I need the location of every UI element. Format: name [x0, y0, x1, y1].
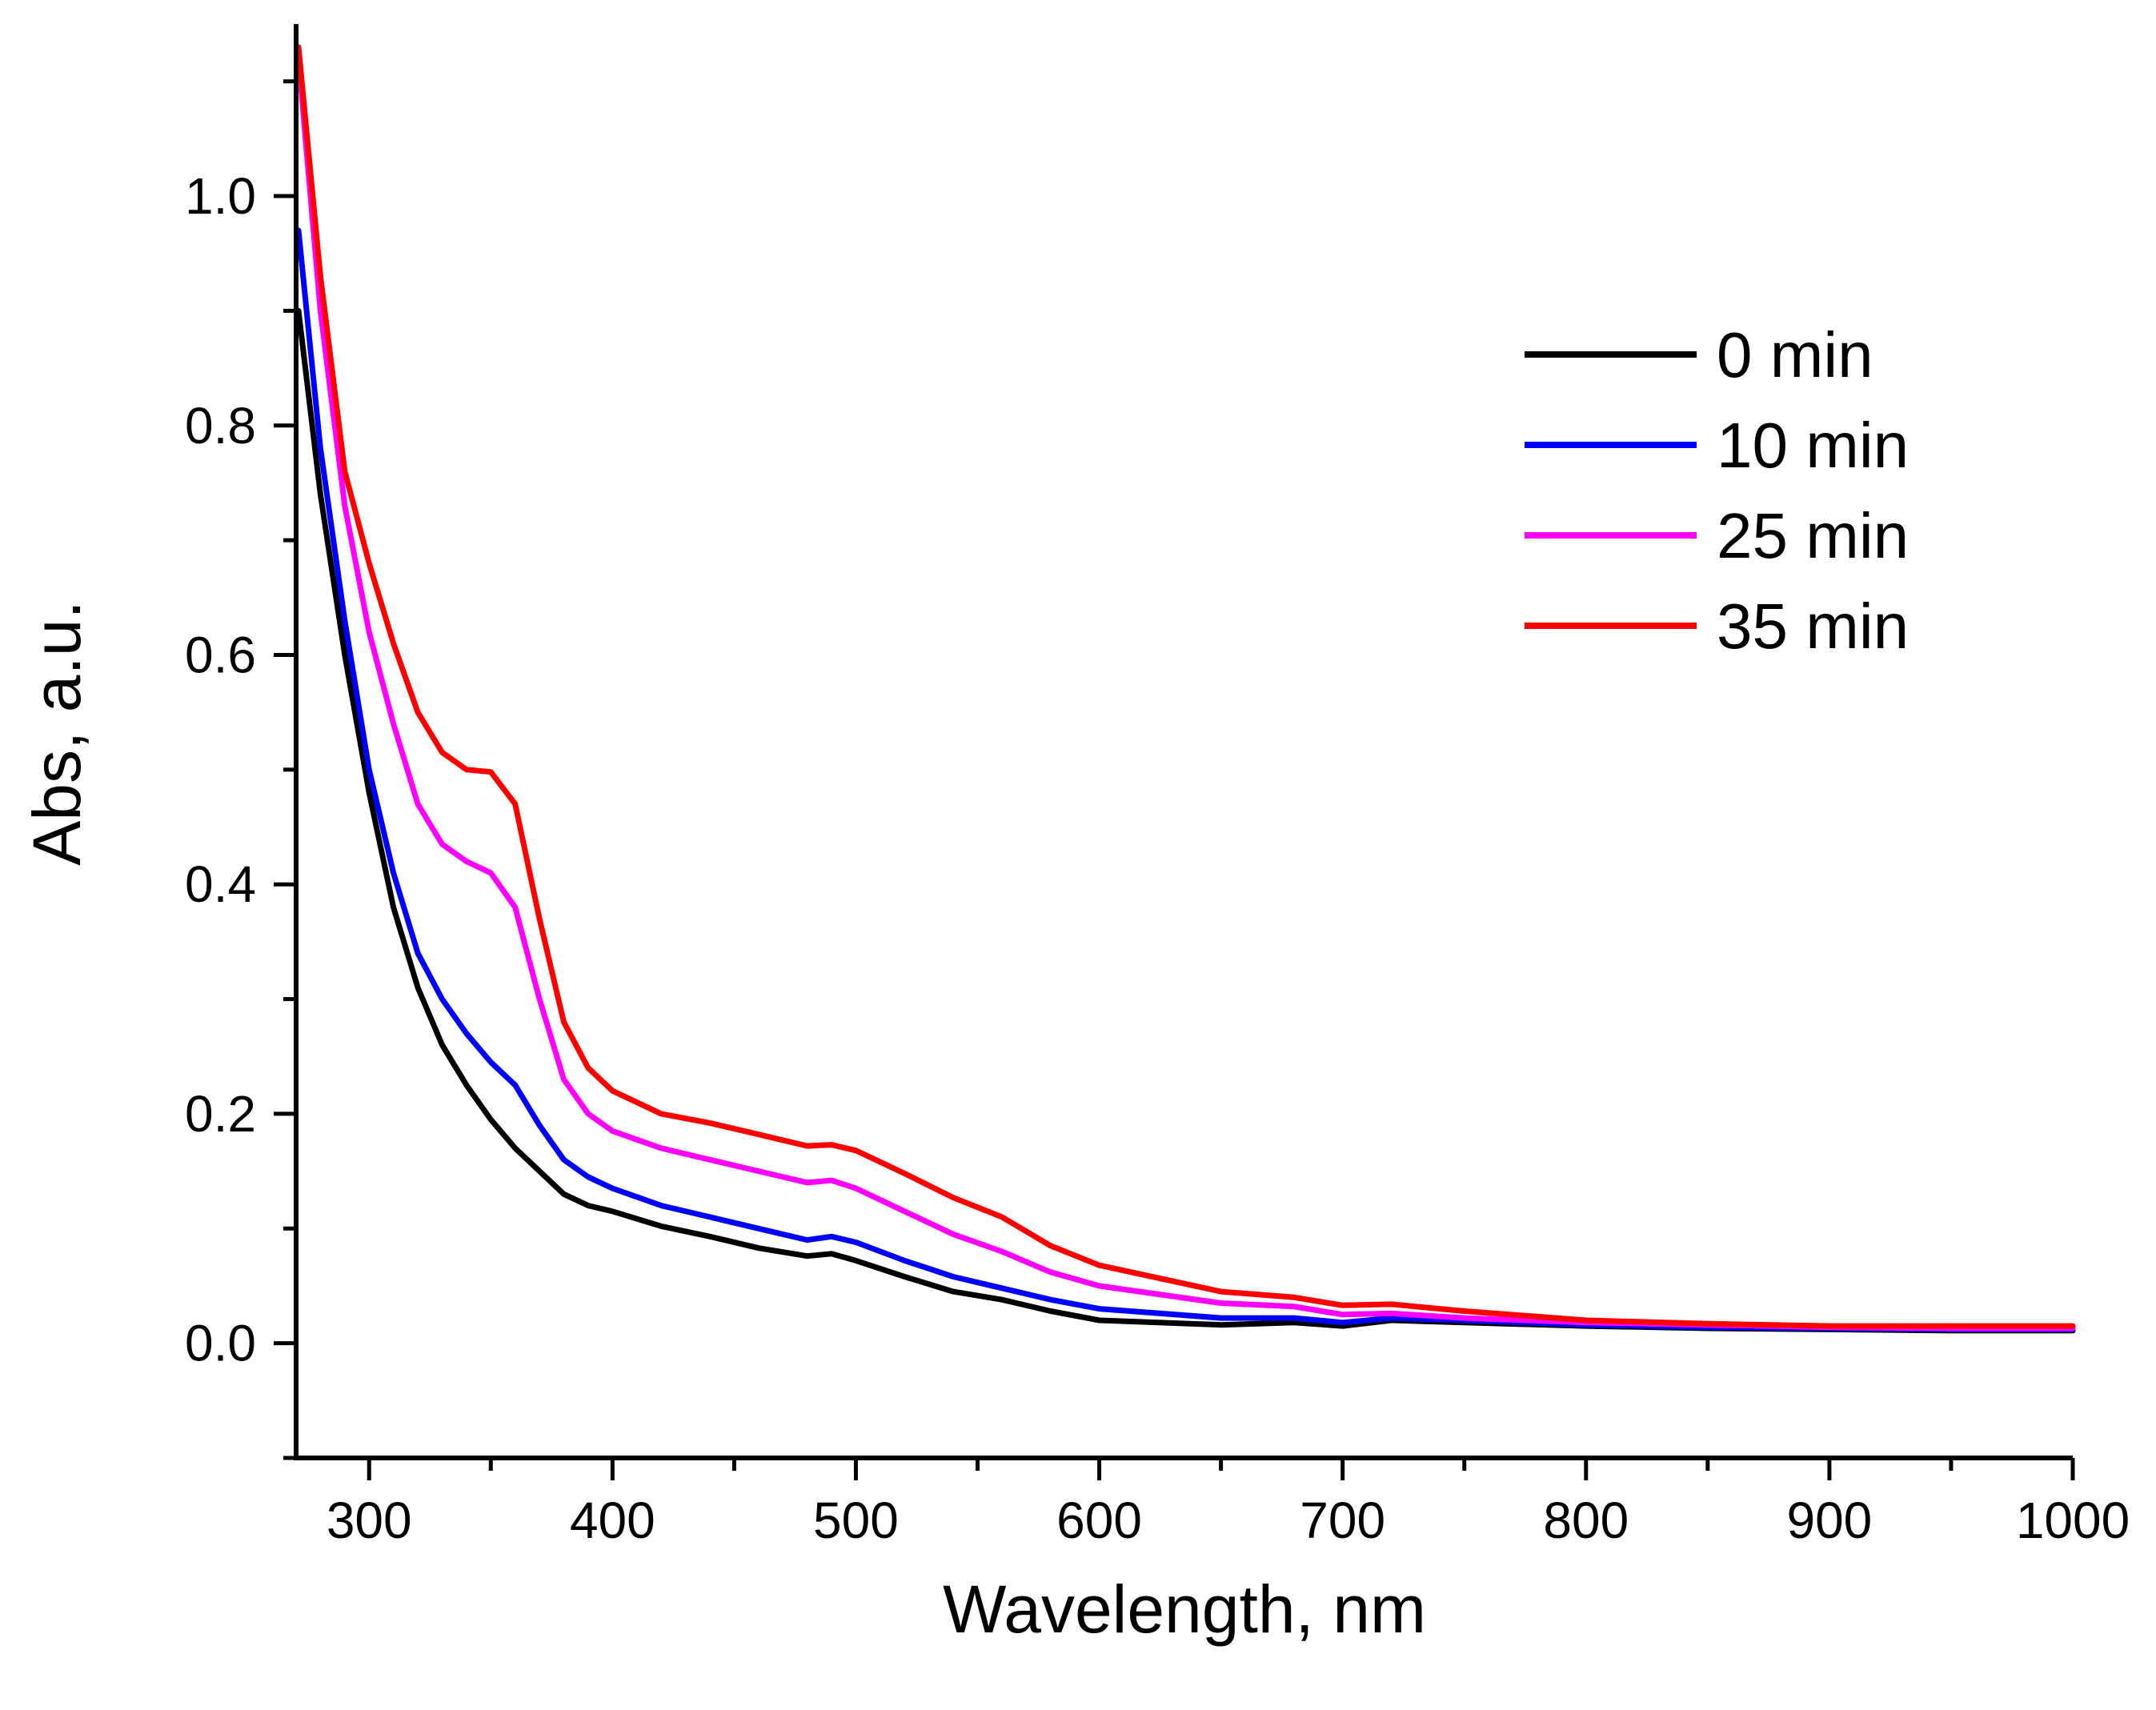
legend: 0 min 10 min 25 min 35 min [1525, 319, 1909, 662]
y-tick-label: 0.8 [185, 397, 256, 455]
x-ticks: 300 400 500 600 700 800 900 1000 [327, 1458, 2130, 1549]
y-tick-label: 0.2 [185, 1085, 256, 1143]
y-ticks: 0.0 0.2 0.4 0.6 0.8 1.0 [185, 79, 296, 1460]
y-tick-label: 0.4 [185, 855, 256, 913]
legend-label: 10 min [1717, 410, 1909, 481]
y-axis-title: Abs, a.u. [19, 600, 94, 866]
x-tick-label: 900 [1786, 1492, 1872, 1549]
x-axis-title: Wavelength, nm [943, 1572, 1426, 1647]
series-line-35-min [295, 44, 2076, 1329]
x-tick-label: 700 [1300, 1492, 1385, 1549]
x-tick-label: 600 [1056, 1492, 1142, 1549]
x-tick-label: 800 [1543, 1492, 1629, 1549]
x-tick-label: 400 [570, 1492, 655, 1549]
axes [294, 24, 2073, 1460]
legend-label: 0 min [1717, 319, 1873, 390]
x-tick-label: 500 [813, 1492, 899, 1549]
x-tick-label: 1000 [2016, 1492, 2130, 1549]
series-line-10-min [295, 227, 2076, 1332]
series-line-25-min [295, 55, 2076, 1332]
x-tick-label: 300 [327, 1492, 412, 1549]
legend-label: 35 min [1717, 591, 1909, 662]
series-layer [295, 44, 2076, 1334]
y-tick-label: 0.0 [185, 1315, 256, 1372]
y-tick-label: 0.6 [185, 626, 256, 683]
y-tick-label: 1.0 [185, 167, 256, 225]
legend-label: 25 min [1717, 500, 1909, 571]
